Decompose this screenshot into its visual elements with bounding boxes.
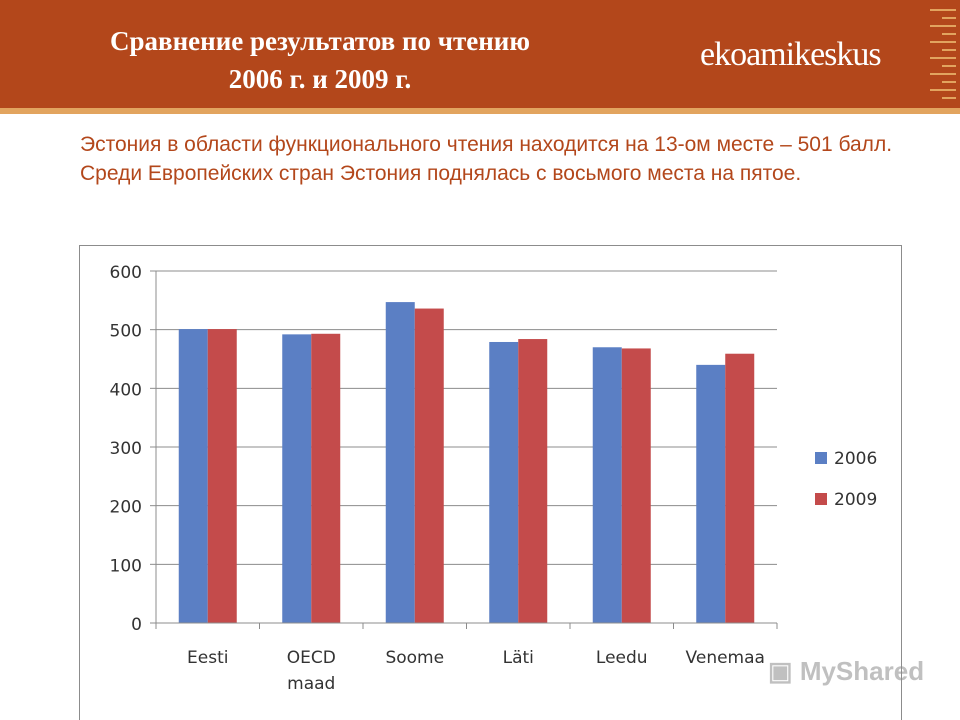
y-tick-label: 200 [110, 498, 142, 518]
page-title: Сравнение результатов по чтению 2006 г. … [40, 22, 600, 98]
legend-label-2009: 2009 [834, 490, 877, 510]
legend-label-2006: 2006 [834, 449, 877, 469]
page-title-line2: 2006 г. и 2009 г. [228, 64, 412, 94]
bar-2009 [725, 353, 755, 623]
y-tick-label: 400 [110, 380, 142, 400]
legend-swatch-2009 [815, 493, 827, 505]
x-tick-label: maad [287, 674, 335, 694]
chart-container: 0 100 200 300 400 500 600 Eesti OECD maad Soome Lät… [79, 245, 902, 720]
header-accent-line [0, 108, 960, 114]
bar-2006 [696, 364, 726, 623]
watermark: ▣ MyShared [768, 656, 924, 687]
bar-2006 [282, 334, 312, 623]
bar-chart: 0 100 200 300 400 500 600 Eesti OECD maad Soome Lät… [110, 263, 878, 694]
x-tick-label: Leedu [596, 648, 648, 668]
bar-2009 [414, 308, 444, 623]
header-bar: Сравнение результатов по чтению 2006 г. … [0, 0, 960, 108]
page-title-line1: Сравнение результатов по чтению [110, 26, 530, 56]
y-tick-label: 0 [131, 615, 142, 635]
ekoamikeskus-logo: ekoamikeskus [700, 36, 882, 73]
x-tick-label: Soome [385, 648, 444, 668]
y-tick-label: 500 [110, 322, 142, 342]
bar-2009 [518, 339, 548, 623]
legend-swatch-2006 [815, 452, 827, 464]
x-tick-label: Läti [503, 648, 534, 668]
intro-text: Эстония в области функционального чтения… [80, 133, 893, 185]
bar-2006 [385, 302, 415, 623]
bar-2006 [489, 341, 519, 623]
bar-2006 [592, 347, 622, 623]
x-tick-label: OECD [287, 648, 336, 668]
watermark-text: MyShared [799, 656, 925, 686]
y-tick-label: 600 [110, 263, 142, 283]
y-tick-label: 100 [110, 556, 142, 576]
bar-2006 [178, 329, 208, 623]
watermark-icon: ▣ [768, 656, 793, 686]
x-tick-label: Venemaa [686, 648, 765, 668]
y-tick-label: 300 [110, 439, 142, 459]
x-tick-label: Eesti [187, 648, 228, 668]
bar-2009 [207, 329, 237, 623]
bar-2009 [621, 348, 651, 623]
bar-2009 [311, 333, 341, 623]
ruler-decoration-icon [930, 9, 956, 99]
